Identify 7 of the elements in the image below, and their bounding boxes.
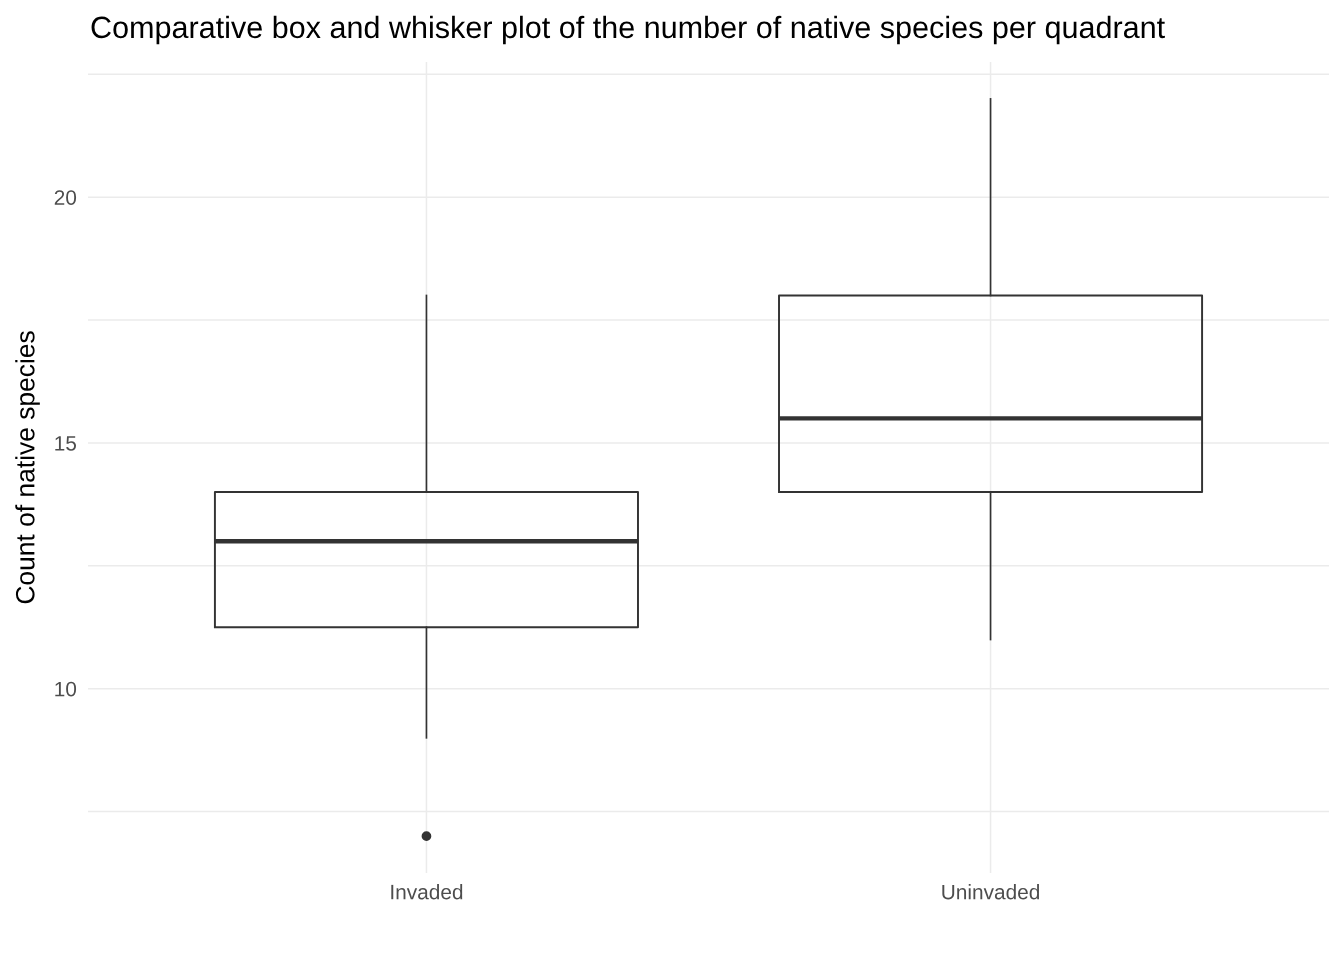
x-tick-label: Uninvaded — [942, 884, 1040, 900]
y-tick-label: 15 — [55, 436, 77, 451]
y-tick-label: 10 — [55, 681, 77, 697]
x-tick-label: Invaded — [391, 884, 463, 900]
y-tick-label: 20 — [54, 190, 77, 205]
y-axis-title: Count of native species — [15, 331, 40, 604]
chart-title: Comparative box and whisker plot of the number of native species per quadrant — [91, 15, 1165, 45]
